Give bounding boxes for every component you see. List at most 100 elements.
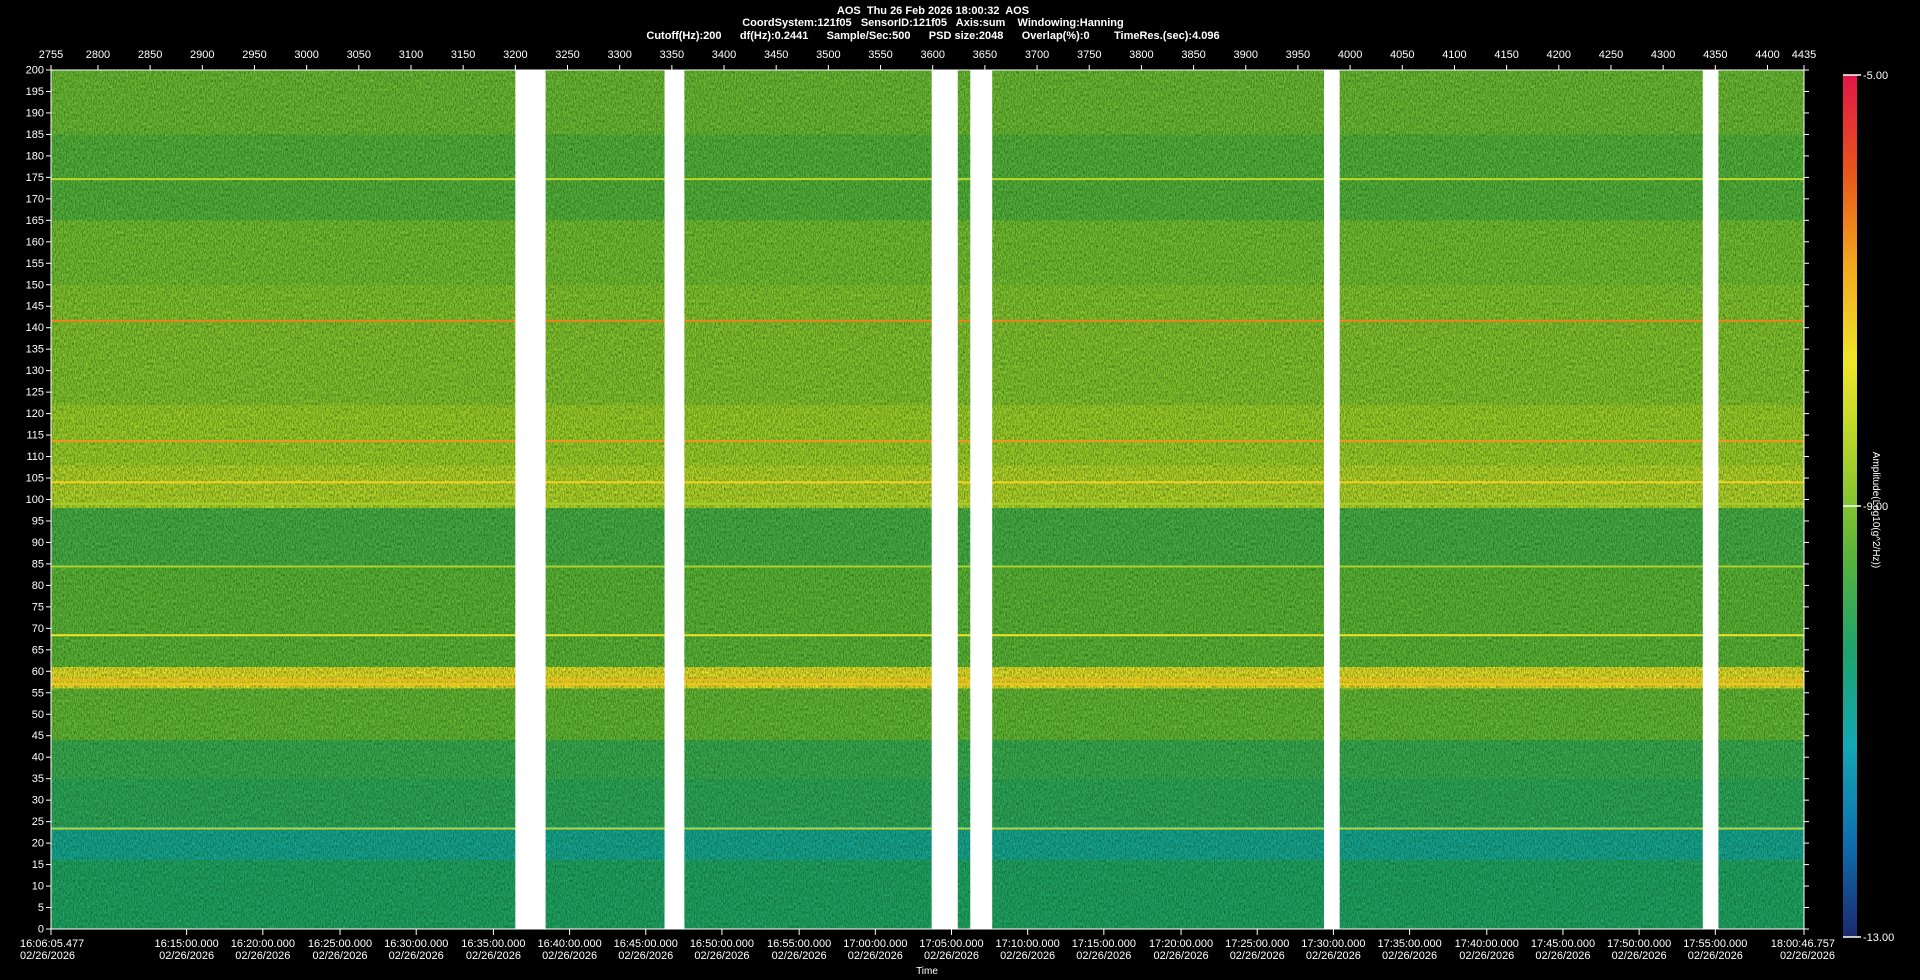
time-tick-label: 18:00:46.757 [1771,938,1835,950]
top-tick-label: 4350 [1703,49,1727,61]
date-tick-label: 02/26/2026 [1000,950,1055,962]
date-tick-label: 02/26/2026 [313,950,368,962]
spectrogram-plot-area [51,70,1804,929]
time-tick-label: 16:15:00.000 [155,938,219,950]
top-tick-label: 2850 [138,49,162,61]
y-tick-label: 10 [32,881,44,893]
y-tick-label: 195 [26,86,44,98]
top-tick-label: 4435 [1792,49,1816,61]
top-tick-label: 2950 [242,49,266,61]
time-tick-label: 17:35:00.000 [1377,938,1441,950]
y-tick-label: 70 [32,623,44,635]
y-tick-label: 40 [32,752,44,764]
y-tick-label: 125 [26,387,44,399]
date-tick-label: 02/26/2026 [924,950,979,962]
time-tick-label: 17:30:00.000 [1301,938,1365,950]
y-tick-label: 35 [32,773,44,785]
colorbar-min-label: -13.00 [1863,932,1894,944]
y-tick-label: 50 [32,709,44,721]
time-tick-label: 16:20:00.000 [231,938,295,950]
top-tick-label: 3450 [764,49,788,61]
top-tick-label: 2800 [86,49,110,61]
date-tick-label: 02/26/2026 [1154,950,1209,962]
top-tick-label: 3900 [1234,49,1258,61]
y-tick-label: 190 [26,107,44,119]
data-gap-5 [1702,70,1719,929]
time-tick-label: 17:15:00.000 [1072,938,1136,950]
top-tick-label: 3100 [399,49,423,61]
y-tick-label: 140 [26,322,44,334]
y-tick-label: 95 [32,515,44,527]
top-tick-label: 3350 [660,49,684,61]
tonal-line-2 [51,481,1804,484]
chart-subtitle-params: Cutoff(Hz):200 df(Hz):0.2441 Sample/Sec:… [646,30,1220,42]
top-tick-label: 3600 [920,49,944,61]
data-gap-1 [664,70,685,929]
y-tick-label: 170 [26,193,44,205]
tonal-line-3 [51,634,1804,637]
date-tick-label: 02/26/2026 [1230,950,1285,962]
y-tick-label: 5 [38,902,44,914]
y-tick-label: 120 [26,408,44,420]
y-tick-label: 150 [26,279,44,291]
time-tick-label: 17:40:00.000 [1455,938,1519,950]
y-tick-label: 130 [26,365,44,377]
time-tick-label: 16:40:00.000 [537,938,601,950]
date-tick-label: 02/26/2026 [20,950,75,962]
x-axis-label: Time [916,966,938,977]
time-tick-label: 16:35:00.000 [461,938,525,950]
tonal-line-6 [51,827,1804,830]
y-tick-label: 15 [32,859,44,871]
top-tick-label: 3150 [451,49,475,61]
y-tick-label: 175 [26,172,44,184]
top-tick-label: 3050 [347,49,371,61]
top-tick-label: 4300 [1651,49,1675,61]
date-tick-label: 02/26/2026 [772,950,827,962]
date-tick-label: 02/26/2026 [848,950,903,962]
top-tick-label: 3650 [973,49,997,61]
time-tick-label: 17:00:00.000 [843,938,907,950]
y-tick-label: 60 [32,666,44,678]
y-tick-label: 65 [32,644,44,656]
colorbar-label: Amplitude(Log10(g^2/Hz)) [1870,452,1881,568]
date-tick-label: 02/26/2026 [1076,950,1131,962]
time-tick-label: 16:50:00.000 [690,938,754,950]
top-tick-label: 3300 [607,49,631,61]
date-tick-label: 02/26/2026 [1459,950,1514,962]
y-tick-label: 180 [26,150,44,162]
top-tick-label: 3750 [1077,49,1101,61]
date-tick-label: 02/26/2026 [235,950,290,962]
y-tick-label: 135 [26,344,44,356]
data-gap-4 [1324,70,1340,929]
time-tick-label: 16:55:00.000 [767,938,831,950]
time-tick-label: 17:45:00.000 [1531,938,1595,950]
chart-title: AOS Thu 26 Feb 2026 18:00:32 AOS [836,5,1030,17]
y-tick-label: 90 [32,537,44,549]
y-tick-label: 165 [26,215,44,227]
date-tick-label: 02/26/2026 [1780,950,1835,962]
top-tick-label: 4250 [1599,49,1623,61]
top-tick-label: 3950 [1286,49,1310,61]
top-tick-label: 3200 [503,49,527,61]
time-tick-label: 17:50:00.000 [1607,938,1671,950]
tonal-line-9 [51,502,1804,505]
spectral-noise-texture [51,70,1804,929]
y-tick-label: 185 [26,129,44,141]
tonal-line-5 [51,683,1804,686]
tonal-line-4 [51,678,1804,681]
top-tick-label: 3700 [1025,49,1049,61]
time-tick-label: 16:06:05.477 [20,938,84,950]
date-tick-label: 02/26/2026 [389,950,444,962]
y-tick-label: 55 [32,687,44,699]
date-tick-label: 02/26/2026 [1688,950,1743,962]
time-tick-label: 17:10:00.000 [996,938,1060,950]
date-tick-label: 02/26/2026 [1535,950,1590,962]
data-gap-2 [931,70,958,929]
y-tick-label: 30 [32,795,44,807]
date-tick-label: 02/26/2026 [466,950,521,962]
time-tick-label: 16:30:00.000 [384,938,448,950]
y-tick-label: 110 [26,451,44,463]
date-tick-label: 02/26/2026 [694,950,749,962]
time-tick-label: 17:20:00.000 [1149,938,1213,950]
